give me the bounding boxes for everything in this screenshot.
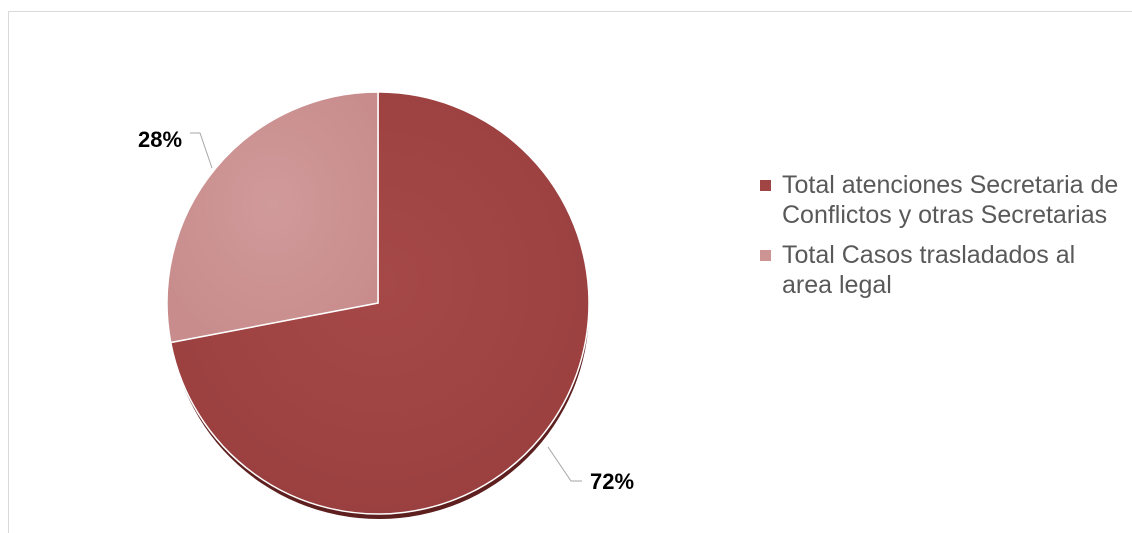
slice-atenciones: [169, 91, 590, 515]
data-label-casos: 28%: [138, 127, 182, 152]
legend-item-atenciones: Total atenciones Secretaria de Conflicto…: [760, 170, 1132, 230]
legend-item-casos: Total Casos trasladados al area legal: [760, 240, 1132, 300]
chart-frame: [8, 11, 1132, 533]
legend-swatch-atenciones: [760, 180, 771, 191]
legend-label-casos: Total Casos trasladados al area legal: [782, 241, 1076, 299]
legend-swatch-casos: [760, 250, 771, 261]
leader-line: [190, 132, 213, 169]
data-label-atenciones: 72%: [590, 469, 634, 494]
leader-line: [547, 446, 582, 482]
slice-casos: [166, 91, 379, 344]
legend-label-atenciones: Total atenciones Secretaria de Conflicto…: [782, 171, 1119, 229]
legend: Total atenciones Secretaria de Conflicto…: [760, 170, 1132, 310]
